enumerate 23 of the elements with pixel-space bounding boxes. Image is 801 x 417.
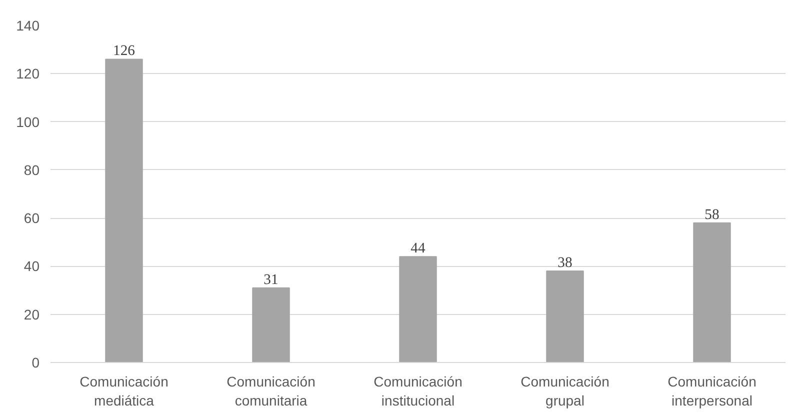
bar	[546, 270, 584, 362]
bar	[252, 287, 290, 362]
x-tick-label: Comunicación comunitaria	[226, 374, 316, 409]
bar	[693, 222, 731, 362]
data-label: 126	[113, 43, 135, 60]
x-tick-label: Comunicación interpersonal	[668, 374, 756, 409]
bar	[399, 256, 437, 362]
data-label: 58	[704, 206, 720, 223]
y-tick-label: 40	[24, 258, 40, 274]
y-tick-label: 100	[16, 114, 40, 130]
y-tick-label: 120	[16, 66, 40, 82]
y-tick-label: 20	[24, 306, 40, 322]
data-label: 44	[410, 240, 426, 257]
data-label: 31	[264, 272, 278, 288]
x-tick-label: Comunicación grupal	[520, 374, 610, 409]
y-tick-label: 60	[24, 210, 40, 226]
bar	[105, 58, 143, 362]
y-tick-label: 80	[24, 162, 40, 178]
x-tick-label: Comunicación mediática	[80, 374, 168, 409]
x-tick-label: Comunicación institucional	[374, 374, 462, 409]
y-tick-label: 0	[32, 354, 40, 370]
data-label: 38	[558, 255, 572, 272]
y-tick-label: 140	[16, 18, 40, 34]
